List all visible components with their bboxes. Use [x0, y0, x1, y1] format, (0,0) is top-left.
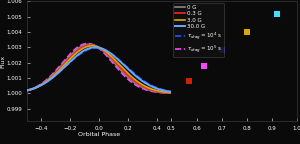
Point: [187, 80, 191, 82]
Point: [202, 65, 206, 67]
Point: [219, 49, 224, 52]
Point: [244, 31, 249, 33]
Y-axis label: Flux: Flux: [0, 55, 5, 68]
Point: [274, 13, 279, 15]
X-axis label: Orbital Phase: Orbital Phase: [78, 132, 120, 137]
Legend: 0 G, 0.3 G, 3.0 G, 30.0 G, $\tau_{drag} = 10^4$ s, $\tau_{drag} = 10^5$ s: 0 G, 0.3 G, 3.0 G, 30.0 G, $\tau_{drag} …: [172, 3, 224, 57]
